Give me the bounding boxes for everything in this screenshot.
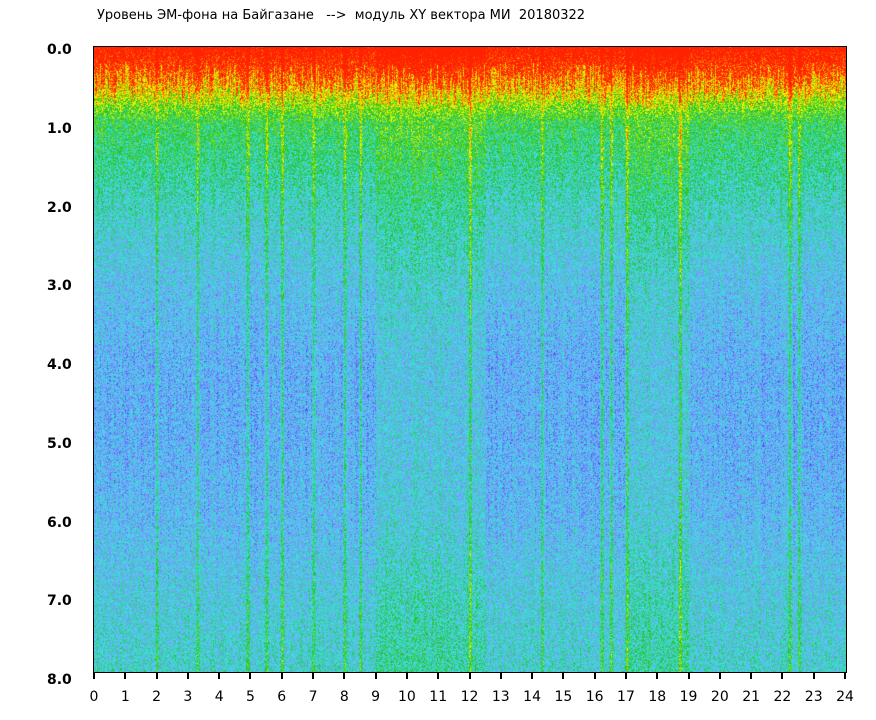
x-tick [218, 673, 221, 679]
x-tick [593, 673, 596, 679]
x-tick-label: 20 [710, 689, 729, 705]
x-tick-label: 7 [308, 689, 318, 705]
x-tick-label: 8 [339, 689, 349, 705]
x-tick [562, 673, 565, 679]
spectrogram-heatmap [94, 47, 846, 672]
x-tick [656, 673, 659, 679]
x-tick-label: 22 [773, 689, 792, 705]
x-tick-label: 18 [648, 689, 667, 705]
x-tick-label: 24 [836, 689, 854, 705]
x-tick [93, 673, 95, 679]
x-tick [687, 673, 690, 679]
x-tick [186, 673, 189, 679]
x-tick [249, 673, 252, 679]
x-tick-label: 11 [429, 689, 448, 705]
x-tick [124, 673, 127, 679]
chart-title: Уровень ЭМ-фона на Байгазане --> модуль … [97, 8, 586, 23]
x-tick [312, 673, 315, 679]
x-tick [437, 673, 440, 679]
x-tick-label: 5 [245, 689, 255, 705]
x-tick-label: 12 [460, 689, 479, 705]
x-tick-label: 6 [277, 689, 287, 705]
x-tick-label: 23 [804, 689, 823, 705]
x-tick [280, 673, 283, 679]
x-tick-label: 19 [679, 689, 698, 705]
x-tick-label: 3 [183, 689, 193, 705]
x-tick [343, 673, 346, 679]
x-tick [812, 673, 815, 679]
x-tick [374, 673, 377, 679]
x-tick-label: 2 [152, 689, 162, 705]
x-tick-label: 17 [617, 689, 635, 705]
y-tick-label: 4.0 [47, 357, 72, 373]
x-tick [781, 673, 784, 679]
y-tick-label: 3.0 [47, 278, 72, 295]
x-tick-label: 14 [523, 689, 541, 705]
x-tick-label: 16 [585, 689, 604, 705]
y-tick-label: 1.0 [47, 120, 72, 137]
x-tick [844, 673, 846, 679]
x-tick [468, 673, 471, 679]
x-tick-label: 10 [397, 689, 416, 705]
y-tick-label: 6.0 [47, 514, 72, 531]
x-tick-label: 4 [214, 689, 224, 705]
x-tick-label: 1 [120, 689, 130, 705]
x-tick [624, 673, 627, 679]
y-tick-label: 0.0 [47, 42, 72, 58]
y-tick-label: 8.0 [47, 672, 72, 688]
x-tick [405, 673, 408, 679]
x-tick [155, 673, 158, 679]
x-tick [531, 673, 534, 679]
x-tick [499, 673, 502, 679]
x-tick [750, 673, 753, 679]
x-tick-label: 15 [554, 689, 573, 705]
x-tick-label: 13 [491, 689, 510, 705]
x-tick-label: 0 [89, 689, 99, 705]
x-tick-label: 9 [371, 689, 381, 705]
x-tick-label: 21 [742, 689, 761, 705]
x-tick [718, 673, 721, 679]
y-tick-label: 5.0 [47, 435, 72, 452]
y-tick-label: 2.0 [47, 199, 72, 216]
plot-area [93, 46, 847, 673]
y-tick-label: 7.0 [47, 593, 72, 610]
